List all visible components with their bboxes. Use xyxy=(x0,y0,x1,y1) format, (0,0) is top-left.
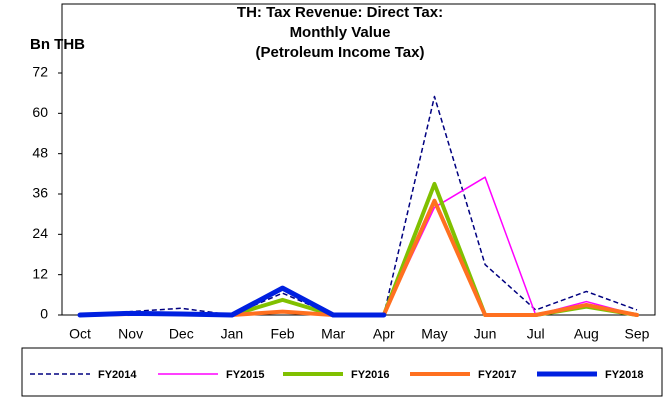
y-tick-label: 48 xyxy=(32,144,48,160)
x-tick-label: Dec xyxy=(169,326,194,342)
y-tick-label: 60 xyxy=(32,104,48,120)
y-tick-label: 24 xyxy=(32,225,48,241)
x-tick-label: Jun xyxy=(474,326,497,342)
x-tick-label: Apr xyxy=(373,326,395,342)
y-tick-label: 36 xyxy=(32,185,48,201)
series-line xyxy=(79,95,638,316)
x-tick-label: Aug xyxy=(574,326,599,342)
series-line xyxy=(78,198,639,317)
chart-title: (Petroleum Income Tax) xyxy=(256,44,425,61)
chart-title: TH: Tax Revenue: Direct Tax: xyxy=(237,4,443,21)
chart-title: Monthly Value xyxy=(290,24,391,41)
y-tick-label: 72 xyxy=(32,64,48,80)
x-tick-label: Sep xyxy=(625,326,650,342)
x-tick-label: Mar xyxy=(321,326,345,342)
x-tick-label: May xyxy=(421,326,447,342)
x-tick-label: Feb xyxy=(270,326,294,342)
legend-label: FY2015 xyxy=(226,369,265,381)
legend-label: FY2014 xyxy=(98,369,137,381)
x-tick-label: Jan xyxy=(221,326,244,342)
x-tick-label: Nov xyxy=(118,326,143,342)
x-tick-label: Jul xyxy=(527,326,545,342)
series-line xyxy=(79,176,638,316)
legend-label: FY2017 xyxy=(478,369,517,381)
legend-box xyxy=(21,347,663,397)
legend-label: FY2016 xyxy=(351,369,390,381)
y-tick-label: 0 xyxy=(40,306,48,322)
legend-label: FY2018 xyxy=(605,369,644,381)
x-tick-label: Oct xyxy=(69,326,91,342)
y-axis-label: Bn THB xyxy=(30,36,85,53)
series-line xyxy=(77,285,387,318)
y-tick-label: 12 xyxy=(32,265,48,281)
series-line xyxy=(78,181,639,317)
